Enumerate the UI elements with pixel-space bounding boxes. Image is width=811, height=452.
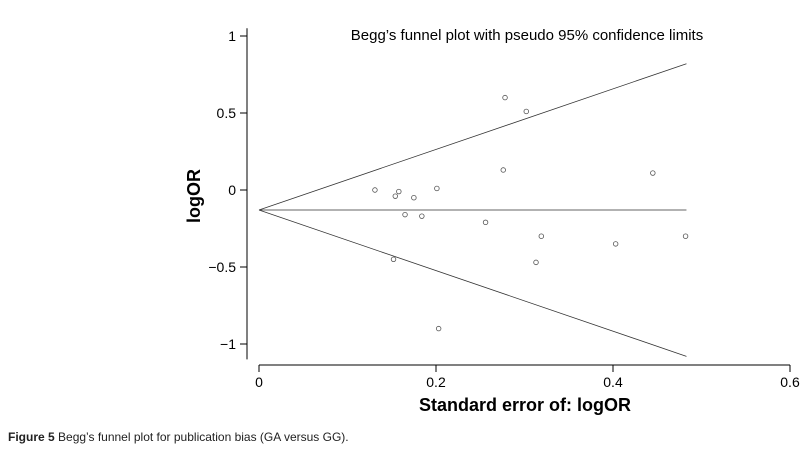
data-point — [482, 219, 489, 226]
data-point — [411, 194, 417, 201]
data-point — [500, 167, 506, 173]
y-tick-label: −0.5 — [208, 259, 236, 275]
y-tick-label: −1 — [220, 336, 236, 352]
data-point — [435, 325, 442, 332]
x-tick-label: 0.6 — [780, 374, 800, 390]
x-tick-label: 0 — [255, 374, 263, 390]
data-point — [372, 187, 378, 193]
y-axis-label: logOR — [184, 169, 204, 223]
funnel-lines — [258, 63, 687, 357]
y-tick-label: 0.5 — [217, 105, 237, 121]
data-point — [523, 108, 529, 115]
data-point — [419, 213, 425, 219]
x-tick-label: 0.2 — [426, 374, 446, 390]
data-point — [538, 233, 545, 239]
data-point — [502, 94, 508, 101]
data-point — [650, 170, 656, 176]
y-tick-label: 1 — [228, 28, 236, 44]
funnel-plot: Begg’s funnel plot with pseudo 95% confi… — [184, 27, 800, 415]
data-point — [402, 211, 408, 218]
figure-caption: Figure 5 Begg’s funnel plot for publicat… — [8, 430, 349, 444]
upper-confidence-limit — [258, 63, 687, 211]
data-point — [612, 241, 619, 247]
lower-confidence-limit — [258, 209, 687, 357]
x-axis-label: Standard error of: logOR — [419, 395, 631, 415]
y-tick-label: 0 — [228, 182, 236, 198]
data-point — [396, 188, 402, 195]
caption-text: Begg’s funnel plot for publication bias … — [54, 430, 349, 444]
data-point — [390, 256, 397, 262]
data-point — [533, 259, 539, 266]
caption-label: Figure 5 — [8, 430, 55, 444]
data-point — [392, 193, 398, 199]
data-points — [372, 94, 689, 332]
x-tick-label: 0.4 — [603, 374, 623, 390]
data-point — [434, 185, 440, 192]
data-point — [682, 233, 689, 239]
chart-title: Begg’s funnel plot with pseudo 95% confi… — [351, 27, 703, 44]
axes: 1 0.5 0 −0.5 −1 0 0.2 0.4 0.6 — [208, 28, 800, 390]
